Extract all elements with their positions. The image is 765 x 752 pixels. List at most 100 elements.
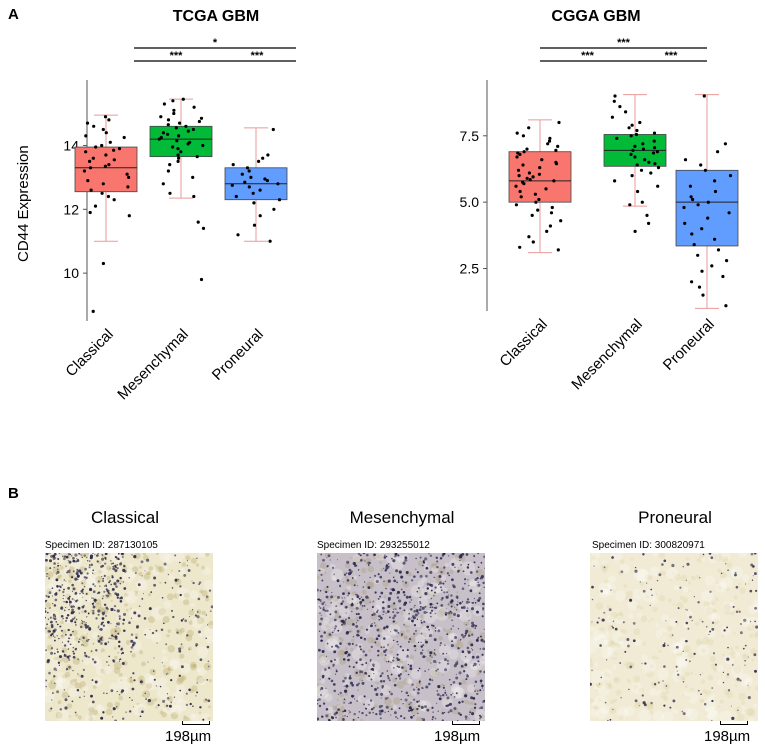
nucleus-dot	[137, 583, 141, 587]
stain-speck	[684, 649, 689, 653]
nucleus-dot	[430, 589, 433, 592]
nucleus-dot	[425, 685, 429, 689]
nucleus-dot	[440, 586, 442, 589]
light-patch	[323, 616, 330, 623]
nucleus-dot	[663, 642, 666, 645]
nucleus-dot	[100, 716, 104, 720]
stain-speck	[350, 638, 355, 643]
data-point-proneural	[696, 203, 700, 207]
nucleus-dot	[389, 572, 391, 574]
nucleus-dot	[446, 572, 449, 575]
nucleus-dot	[464, 634, 467, 637]
nucleus-dot	[74, 711, 77, 714]
nucleus-dot	[357, 689, 359, 691]
nucleus-dot	[465, 718, 467, 720]
light-patch	[326, 706, 334, 714]
nucleus-dot	[388, 679, 391, 682]
nucleus-dot	[447, 711, 450, 714]
data-point-classical	[559, 219, 563, 223]
data-point-mesenchymal	[656, 166, 661, 170]
nucleus-dot	[693, 652, 696, 656]
specimen-title-classical: Classical	[90, 508, 160, 527]
data-point-mesenchymal	[612, 99, 616, 103]
nucleus-dot	[414, 629, 418, 632]
stain-speck	[159, 710, 164, 715]
stain-speck	[57, 574, 62, 579]
light-patch	[699, 636, 705, 643]
nucleus-dot	[120, 553, 124, 556]
stain-speck	[354, 616, 361, 623]
stain-speck	[183, 715, 187, 719]
stain-speck	[55, 711, 63, 719]
light-patch	[373, 553, 387, 561]
stain-speck	[464, 699, 469, 705]
nucleus-dot	[396, 657, 399, 660]
histology-image-classical	[45, 553, 213, 721]
stain-speck	[704, 711, 708, 716]
nucleus-dot	[727, 569, 729, 572]
nucleus-dot	[345, 612, 347, 614]
stain-speck	[736, 713, 745, 721]
stain-speck	[620, 628, 627, 636]
nucleus-dot	[459, 560, 461, 562]
stain-speck	[349, 578, 357, 587]
nucleus-dot	[53, 617, 57, 621]
nucleus-dot	[55, 669, 58, 671]
data-point-mesenchymal	[176, 147, 180, 151]
data-point-classical	[525, 147, 529, 151]
nucleus-dot	[612, 620, 615, 622]
stain-speck	[701, 671, 704, 675]
nucleus-dot	[110, 689, 114, 693]
nucleus-dot	[452, 692, 454, 694]
nucleus-dot	[470, 647, 472, 650]
nucleus-dot	[93, 660, 97, 664]
nucleus-dot	[83, 554, 86, 557]
nucleus-dot	[85, 655, 88, 658]
data-point-proneural	[258, 188, 262, 192]
nucleus-dot	[116, 622, 118, 624]
light-patch	[132, 704, 144, 716]
stain-speck	[68, 579, 72, 583]
stain-speck	[717, 585, 722, 590]
data-point-classical	[530, 213, 534, 217]
stain-speck	[640, 615, 648, 623]
stain-speck	[74, 636, 79, 641]
stain-speck	[686, 557, 690, 561]
nucleus-dot	[383, 580, 385, 583]
data-point-classical	[527, 171, 531, 175]
histology-image-proneural	[590, 553, 758, 721]
data-point-proneural	[716, 248, 721, 252]
nucleus-dot	[407, 694, 410, 697]
nucleus-dot	[331, 591, 333, 594]
stain-speck	[138, 675, 146, 683]
light-patch	[203, 625, 213, 639]
light-patch	[396, 554, 405, 563]
nucleus-dot	[641, 694, 644, 697]
nucleus-dot	[374, 591, 377, 594]
stain-speck	[45, 602, 51, 608]
nucleus-dot	[611, 556, 614, 559]
nucleus-dot	[421, 717, 423, 719]
nucleus-dot	[369, 660, 371, 662]
nucleus-dot	[180, 619, 184, 622]
nucleus-dot	[457, 569, 460, 573]
light-patch	[55, 684, 63, 692]
nucleus-dot	[387, 579, 391, 583]
nucleus-dot	[468, 584, 470, 587]
stain-speck	[590, 622, 593, 627]
stain-speck	[671, 572, 674, 575]
nucleus-dot	[665, 685, 668, 687]
nucleus-dot	[432, 603, 434, 605]
nucleus-dot	[619, 662, 622, 664]
stain-speck	[393, 697, 401, 705]
nucleus-dot	[614, 627, 618, 631]
nucleus-dot	[744, 664, 746, 666]
stain-speck	[625, 661, 628, 664]
stain-speck	[719, 699, 724, 704]
stain-speck	[163, 667, 171, 676]
nucleus-dot	[416, 700, 419, 704]
light-patch	[62, 591, 73, 602]
stain-speck	[714, 609, 718, 613]
stain-speck	[604, 682, 612, 690]
stain-speck	[342, 698, 347, 703]
